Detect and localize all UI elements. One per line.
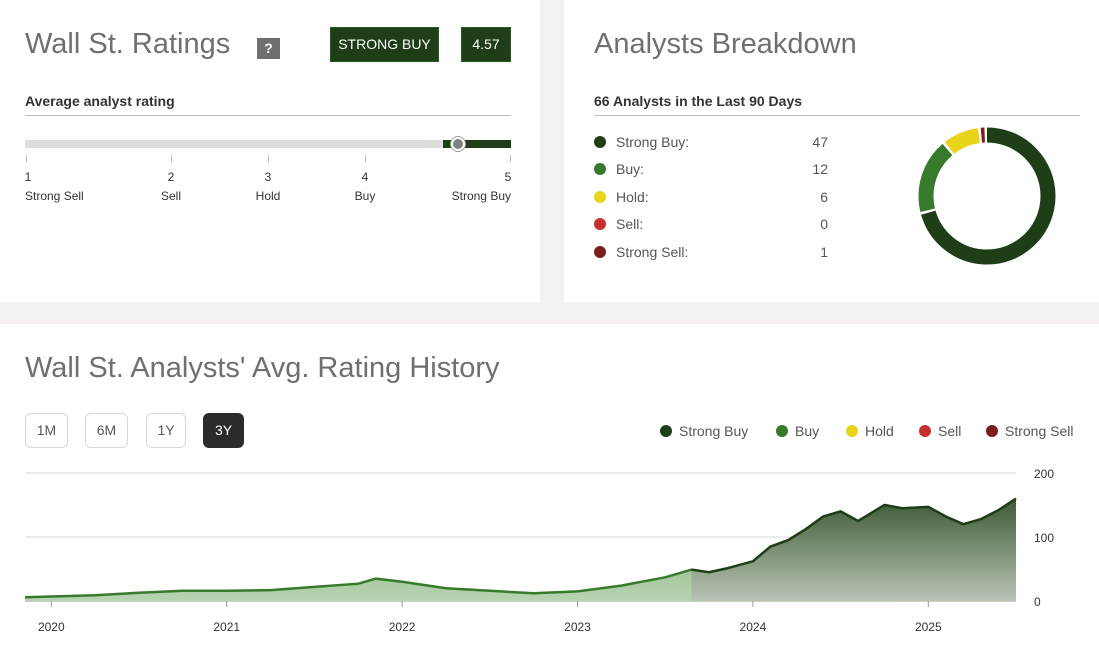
divider (594, 115, 1080, 116)
breakdown-label: Sell: (616, 216, 644, 232)
donut-slice-strong-buy (918, 127, 1056, 265)
y-tick-label: 200 (1034, 467, 1054, 481)
scale-label: Strong Sell (25, 189, 84, 203)
scale-tick (365, 155, 366, 162)
hold-dot-icon (594, 191, 606, 203)
analyst-donut-chart (918, 127, 1056, 265)
series-line-buy (24, 568, 692, 599)
breakdown-subhead: 66 Analysts in the Last 90 Days (594, 93, 803, 109)
legend-label: Strong Buy (679, 423, 749, 439)
history-panel (0, 324, 1099, 664)
breakdown-count: 47 (812, 134, 828, 150)
series-line-strong-buy (691, 497, 1017, 574)
breakdown-row-strong-sell: Strong Sell: 1 (594, 242, 834, 262)
strong-buy-dot-icon (660, 425, 672, 437)
scale-tick (26, 155, 27, 162)
rating-badge: STRONG BUY (330, 27, 439, 62)
breakdown-count: 12 (812, 161, 828, 177)
breakdown-label: Strong Sell: (616, 244, 689, 260)
x-tick-label: 2022 (389, 620, 416, 634)
divider (25, 115, 511, 116)
breakdown-row-hold: Hold: 6 (594, 187, 834, 207)
breakdown-row-buy: Buy: 12 (594, 159, 834, 179)
breakdown-count: 6 (820, 189, 828, 205)
breakdown-title: Analysts Breakdown (594, 28, 857, 60)
area-fill-strong-buy (691, 498, 1016, 601)
breakdown-count: 1 (820, 244, 828, 260)
y-tick-label: 100 (1034, 531, 1054, 545)
scale-label: Strong Buy (451, 189, 511, 203)
x-tick-label: 2021 (213, 620, 240, 634)
scale-tick (510, 155, 511, 162)
legend-label: Buy (795, 423, 820, 439)
average-rating-subhead: Average analyst rating (25, 93, 175, 109)
scale-label: Hold (255, 189, 281, 203)
question-mark-icon[interactable]: ? (257, 38, 280, 59)
rating-scale-knob (450, 137, 465, 151)
strong-sell-dot-icon (594, 246, 606, 258)
scale-number: 4 (361, 170, 369, 184)
x-tick-label: 2020 (38, 620, 65, 634)
x-tick-label: 2023 (564, 620, 591, 634)
history-title: Wall St. Analysts' Avg. Rating History (25, 352, 500, 384)
strong-buy-dot-icon (594, 136, 606, 148)
range-1m-button[interactable]: 1M (25, 413, 68, 448)
legend-strong-sell[interactable]: Strong Sell (986, 423, 1073, 441)
breakdown-row-strong-buy: Strong Buy: 47 (594, 132, 834, 152)
scale-label: Buy (354, 189, 376, 203)
sell-dot-icon (919, 425, 931, 437)
hold-dot-icon (846, 425, 858, 437)
rating-scale-track (25, 140, 511, 148)
legend-strong-buy[interactable]: Strong Buy (660, 423, 748, 441)
scale-number: 1 (24, 170, 32, 184)
rating-history-chart: 0 100 200 2020 2021 2022 2023 2024 2025 (24, 467, 1054, 634)
legend-buy[interactable]: Buy (776, 423, 819, 441)
y-tick-label: 0 (1034, 595, 1041, 609)
scale-tick (268, 155, 269, 162)
ratings-title: Wall St. Ratings (25, 28, 231, 60)
buy-dot-icon (776, 425, 788, 437)
breakdown-label: Buy: (616, 161, 645, 177)
range-6m-button[interactable]: 6M (85, 413, 128, 448)
range-3y-button[interactable]: 3Y (203, 413, 244, 448)
breakdown-count: 0 (820, 216, 828, 232)
scale-number: 2 (167, 170, 175, 184)
strong-sell-dot-icon (986, 425, 998, 437)
scale-number: 5 (504, 170, 512, 184)
x-tick-label: 2024 (740, 620, 767, 634)
breakdown-label: Hold: (616, 189, 649, 205)
rating-score-badge: 4.57 (461, 27, 511, 62)
rating-scale-fill (442, 140, 511, 148)
x-tick-label: 2025 (915, 620, 942, 634)
sell-dot-icon (594, 218, 606, 230)
breakdown-row-sell: Sell: 0 (594, 214, 834, 234)
buy-dot-icon (594, 163, 606, 175)
range-1y-button[interactable]: 1Y (146, 413, 186, 448)
legend-sell[interactable]: Sell (919, 423, 961, 441)
legend-label: Hold (865, 423, 894, 439)
legend-label: Sell (938, 423, 962, 439)
legend-label: Strong Sell (1005, 423, 1074, 439)
breakdown-label: Strong Buy: (616, 134, 690, 150)
scale-tick (171, 155, 172, 162)
scale-label: Sell (160, 189, 181, 203)
donut-slice-buy (918, 127, 1056, 265)
legend-hold[interactable]: Hold (846, 423, 894, 441)
scale-number: 3 (264, 170, 272, 184)
